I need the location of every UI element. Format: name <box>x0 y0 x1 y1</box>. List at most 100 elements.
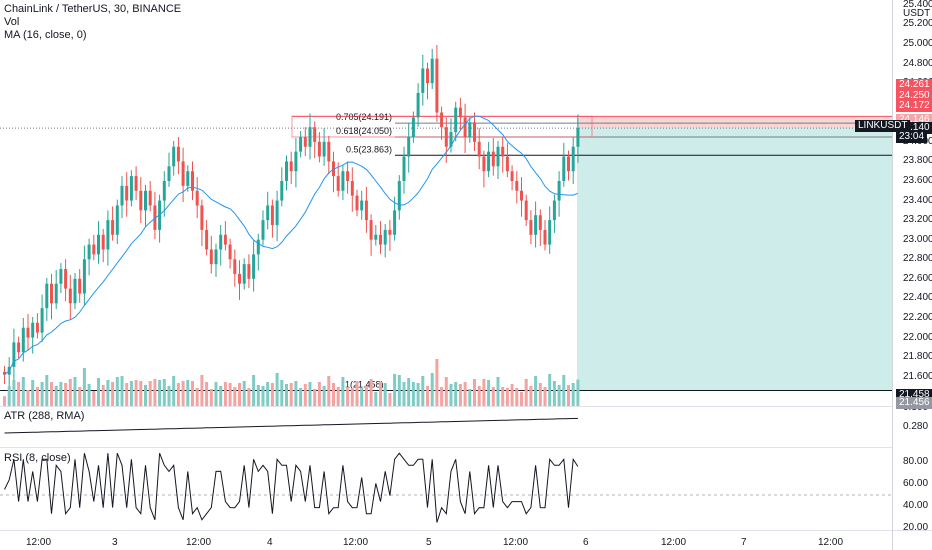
candle-body[interactable] <box>435 58 439 113</box>
candle-body[interactable] <box>411 117 415 137</box>
candle-body[interactable] <box>101 234 105 250</box>
candle-body[interactable] <box>524 200 528 221</box>
atr-line[interactable] <box>4 417 578 434</box>
candle-body[interactable] <box>468 122 472 137</box>
candle-body[interactable] <box>567 156 570 172</box>
candle-body[interactable] <box>505 156 509 172</box>
candle-body[interactable] <box>21 327 25 353</box>
candle-body[interactable] <box>186 171 190 186</box>
candle-body[interactable] <box>45 283 49 309</box>
candle-body[interactable] <box>134 176 138 191</box>
candle-body[interactable] <box>369 220 373 240</box>
candle-body[interactable] <box>444 127 448 147</box>
candle-body[interactable] <box>92 244 96 255</box>
candle-body[interactable] <box>256 239 260 255</box>
candle-body[interactable] <box>322 141 326 157</box>
candle-body[interactable] <box>289 161 293 172</box>
candle-body[interactable] <box>275 200 279 226</box>
candle-body[interactable] <box>440 112 444 128</box>
candle-body[interactable] <box>54 283 58 304</box>
candle-body[interactable] <box>195 190 199 206</box>
candle-body[interactable] <box>111 220 115 235</box>
candle-body[interactable] <box>473 122 476 142</box>
candle-body[interactable] <box>562 156 566 181</box>
candle-body[interactable] <box>50 283 53 304</box>
candle-body[interactable] <box>477 141 481 157</box>
candle-body[interactable] <box>31 322 35 338</box>
candle-body[interactable] <box>191 171 194 191</box>
candle-body[interactable] <box>148 190 152 206</box>
candle-body[interactable] <box>242 264 246 284</box>
candle-body[interactable] <box>73 278 77 304</box>
candle-body[interactable] <box>463 117 467 137</box>
candle-body[interactable] <box>393 210 397 235</box>
candle-body[interactable] <box>219 234 223 250</box>
candle-body[interactable] <box>233 259 237 274</box>
candle-body[interactable] <box>397 180 401 211</box>
candle-body[interactable] <box>40 308 44 333</box>
candle-body[interactable] <box>557 180 561 201</box>
candle-body[interactable] <box>576 128 580 147</box>
candle-body[interactable] <box>266 205 270 221</box>
volume-legend[interactable]: Vol <box>4 16 20 28</box>
candle-body[interactable] <box>223 234 227 245</box>
candle-body[interactable] <box>520 190 523 201</box>
candle-body[interactable] <box>449 132 453 147</box>
candle-body[interactable] <box>87 244 91 260</box>
candle-body[interactable] <box>364 200 368 221</box>
candle-body[interactable] <box>172 146 176 167</box>
candle-body[interactable] <box>181 161 185 186</box>
candle-body[interactable] <box>416 92 420 118</box>
candle-body[interactable] <box>97 234 100 255</box>
candle-body[interactable] <box>350 180 354 196</box>
rsi-line[interactable] <box>4 452 579 523</box>
candle-body[interactable] <box>167 166 171 181</box>
atr-legend[interactable]: ATR (288, RMA) <box>4 410 85 422</box>
candle-body[interactable] <box>379 234 382 245</box>
candle-body[interactable] <box>59 269 63 284</box>
candle-body[interactable] <box>496 146 500 167</box>
candle-body[interactable] <box>200 205 204 230</box>
candle-body[interactable] <box>294 151 298 172</box>
stop-zone[interactable] <box>577 116 892 129</box>
candle-body[interactable] <box>144 190 147 211</box>
candle-body[interactable] <box>538 215 542 230</box>
candle-body[interactable] <box>12 342 16 367</box>
candle-body[interactable] <box>139 190 143 211</box>
candle-body[interactable] <box>252 254 256 279</box>
candle-body[interactable] <box>374 234 378 240</box>
candle-body[interactable] <box>247 264 251 279</box>
candle-body[interactable] <box>426 68 429 84</box>
candle-body[interactable] <box>515 180 519 191</box>
candle-body[interactable] <box>336 176 340 191</box>
candle-body[interactable] <box>78 278 82 294</box>
candle-body[interactable] <box>317 141 321 157</box>
candle-body[interactable] <box>360 200 364 211</box>
candle-body[interactable] <box>209 249 213 265</box>
candle-body[interactable] <box>120 185 124 206</box>
candle-body[interactable] <box>125 185 129 201</box>
candle-body[interactable] <box>529 220 533 235</box>
candle-body[interactable] <box>285 161 288 181</box>
candle-body[interactable] <box>162 180 166 201</box>
candle-body[interactable] <box>280 180 284 201</box>
candle-body[interactable] <box>571 146 575 172</box>
candle-body[interactable] <box>299 136 303 152</box>
candle-body[interactable] <box>501 146 505 157</box>
candle-body[interactable] <box>383 229 387 245</box>
candle-body[interactable] <box>129 176 133 201</box>
candle-body[interactable] <box>346 171 350 181</box>
candle-body[interactable] <box>548 220 552 245</box>
candle-body[interactable] <box>308 127 312 147</box>
candle-body[interactable] <box>261 220 265 240</box>
candle-body[interactable] <box>327 141 331 162</box>
rsi-legend[interactable]: RSI (8, close) <box>4 452 71 464</box>
candle-body[interactable] <box>552 200 556 221</box>
candle-body[interactable] <box>228 244 232 260</box>
candle-body[interactable] <box>106 220 110 250</box>
candle-body[interactable] <box>341 171 345 191</box>
candle-body[interactable] <box>534 215 538 235</box>
candle-body[interactable] <box>303 136 307 147</box>
candle-body[interactable] <box>454 107 458 133</box>
